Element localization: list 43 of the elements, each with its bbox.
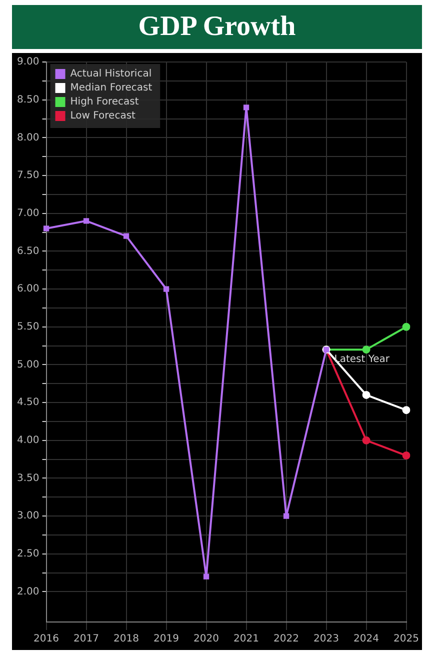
- y-tick-label: 9.00: [17, 56, 40, 68]
- point: [163, 286, 170, 292]
- chart-title: GDP Growth: [12, 5, 422, 49]
- y-tick-label: 7.00: [17, 208, 40, 219]
- point: [203, 574, 210, 580]
- point: [362, 390, 370, 399]
- point: [402, 322, 410, 331]
- point: [123, 233, 130, 239]
- y-tick-label: 4.00: [17, 434, 40, 446]
- y-tick-label: 3.00: [17, 510, 40, 522]
- legend-label: Actual Historical: [70, 68, 152, 80]
- x-tick-label: 2019: [154, 634, 179, 645]
- y-tick-label: 5.50: [17, 321, 40, 332]
- y-tick-label: 2.00: [17, 586, 40, 598]
- y-tick-label: 5.00: [17, 359, 40, 370]
- y-tick-label: 6.00: [17, 284, 40, 295]
- x-tick-label: 2023: [314, 634, 339, 645]
- y-tick-label: 4.50: [17, 397, 40, 408]
- x-tick-label: 2022: [274, 634, 299, 645]
- x-tick-label: 2017: [74, 634, 99, 645]
- point: [402, 452, 410, 460]
- legend-label: High Forecast: [70, 96, 139, 108]
- point: [243, 104, 250, 110]
- point: [402, 406, 410, 414]
- x-tick-label: 2024: [354, 634, 379, 645]
- y-tick-label: 7.50: [17, 170, 40, 182]
- point: [83, 218, 90, 224]
- y-tick-label: 3.50: [17, 472, 40, 484]
- y-tick-label: 8.50: [17, 94, 40, 106]
- point: [283, 513, 290, 519]
- point: [362, 436, 370, 444]
- point: [362, 346, 370, 354]
- y-tick-label: 2.50: [17, 548, 40, 560]
- y-tick-label: 6.50: [17, 246, 40, 257]
- x-tick-label: 2018: [114, 634, 139, 645]
- legend-label: Low Forecast: [70, 110, 136, 122]
- y-tick-label: 8.00: [17, 132, 40, 144]
- x-tick-label: 2025: [394, 634, 419, 645]
- x-tick-label: 2020: [194, 634, 219, 645]
- legend-label: Median Forecast: [70, 82, 152, 94]
- x-tick-label: 2021: [234, 634, 259, 645]
- x-tick-label: 2016: [34, 634, 59, 645]
- point: [43, 226, 50, 232]
